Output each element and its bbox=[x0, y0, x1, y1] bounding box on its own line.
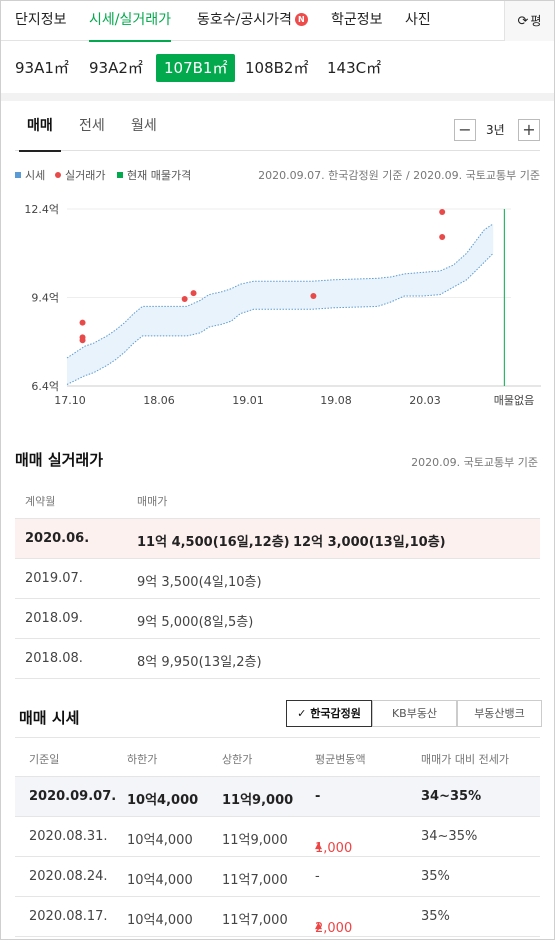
refresh-icon: ⟳ bbox=[517, 14, 529, 29]
real-trade-title: 매매 실거래가 bbox=[15, 451, 104, 469]
real-trade-header: 계약월 매매가 bbox=[15, 481, 540, 519]
col-avg-change: 평균변동액 bbox=[315, 753, 366, 766]
area-tab-107b1[interactable]: 107B1㎡ bbox=[156, 54, 236, 82]
period-control: − 3년 + bbox=[454, 119, 540, 141]
tab-price-trades[interactable]: 시세/실거래가 bbox=[89, 1, 171, 42]
market-price-title: 매매 시세 bbox=[19, 709, 80, 727]
check-icon: ✓ bbox=[297, 707, 307, 720]
market-upper-line bbox=[66, 223, 494, 359]
real-trade-source: 2020.09. 국토교통부 기준 bbox=[411, 456, 538, 469]
table-row[interactable]: 2020.08.31. 10억4,000 11억9,000 ▲ 1,000 34~… bbox=[15, 817, 540, 857]
tab-monthly-rent[interactable]: 월세 bbox=[131, 118, 157, 134]
legend-source: 2020.09.07. 한국감정원 기준 / 2020.09. 국토교통부 기준 bbox=[258, 169, 540, 182]
source-bank-button[interactable]: 부동산뱅크 bbox=[457, 700, 542, 727]
y-tick-label: 9.4억 bbox=[31, 292, 59, 305]
table-row[interactable]: 2020.08.24. 10억4,000 11억7,000 - 35% bbox=[15, 857, 540, 897]
table-row[interactable]: 2020.09.07. 10억4,000 11억9,000 - 34~35% bbox=[15, 777, 540, 817]
y-tick-label: 12.4억 bbox=[24, 203, 59, 216]
real-trade-point bbox=[181, 295, 188, 302]
tab-complex-info[interactable]: 단지정보 bbox=[15, 12, 67, 28]
real-trade-point bbox=[310, 293, 317, 300]
source-kab-button[interactable]: ✓ 한국감정원 bbox=[286, 700, 372, 727]
real-trade-point bbox=[79, 337, 86, 344]
real-trade-point bbox=[190, 290, 197, 297]
new-badge: N bbox=[294, 13, 308, 26]
table-row[interactable]: 2019.07. 9억 3,500(4일,10층) bbox=[15, 559, 540, 599]
tab-unit-public-price[interactable]: 동호수/공시가격 N bbox=[197, 1, 308, 41]
col-sale-price: 매매가 bbox=[137, 495, 168, 508]
legend-current-listing: 현재 매물가격 bbox=[117, 167, 191, 183]
trade-type-tabs: 매매 전세 월세 − 3년 + bbox=[15, 101, 540, 152]
tab-school-info[interactable]: 학군정보 bbox=[331, 12, 383, 28]
period-label: 3년 bbox=[486, 123, 505, 137]
market-source-selector: ✓ 한국감정원 KB부동산 부동산뱅크 bbox=[286, 700, 542, 727]
col-low-price: 하한가 bbox=[127, 753, 158, 766]
x-tick-label: 19.08 bbox=[320, 394, 352, 407]
square-icon bbox=[117, 172, 123, 178]
table-row[interactable]: 2018.09. 9억 5,000(8일,5층) bbox=[15, 599, 540, 639]
col-base-date: 기준일 bbox=[29, 753, 60, 766]
legend-market-price: 시세 bbox=[15, 167, 45, 183]
table-row[interactable]: 2020.08.17. 10억4,000 11억7,000 ▲ 2,000 35% bbox=[15, 897, 540, 937]
source-kb-button[interactable]: KB부동산 bbox=[372, 700, 457, 727]
x-tick-label: 19.01 bbox=[232, 394, 264, 407]
y-tick-label: 6.4억 bbox=[31, 380, 59, 393]
x-tick-label: 매물없음 bbox=[494, 394, 534, 407]
price-chart[interactable]: 12.4억 9.4억 6.4억 17.10 18.06 19.01 19.08 20.03 매물… bbox=[1, 196, 554, 416]
col-high-price: 상한가 bbox=[222, 753, 253, 766]
period-plus-button[interactable]: + bbox=[518, 119, 540, 141]
tab-jeonse[interactable]: 전세 bbox=[79, 118, 105, 134]
area-tab-93a1[interactable]: 93A1㎡ bbox=[15, 59, 69, 77]
triangle-up-icon: ▲ bbox=[315, 921, 322, 931]
tab-sale[interactable]: 매매 bbox=[19, 101, 61, 152]
real-trade-point bbox=[439, 234, 446, 241]
table-row[interactable]: 2018.08. 8억 9,950(13일,2층) bbox=[15, 639, 540, 679]
real-trade-point bbox=[439, 208, 446, 215]
dot-icon bbox=[55, 172, 61, 178]
square-icon bbox=[15, 172, 21, 178]
tab-photos[interactable]: 사진 bbox=[405, 12, 431, 28]
legend-real-trade: 실거래가 bbox=[55, 167, 105, 183]
pyeong-toggle-button[interactable]: ⟳ 평 bbox=[504, 1, 554, 41]
real-trade-point bbox=[79, 319, 86, 326]
market-price-band bbox=[67, 223, 494, 385]
x-tick-label: 20.03 bbox=[409, 394, 441, 407]
chart-legend: 시세 실거래가 현재 매물가격 2020.09.07. 한국감정원 기준 / 2… bbox=[15, 167, 540, 183]
area-tab-bar: 93A1㎡ 93A2㎡ 107B1㎡ 108B2㎡ 143C㎡ bbox=[1, 41, 554, 93]
col-jeonse-ratio: 매매가 대비 전세가 bbox=[421, 753, 509, 766]
period-minus-button[interactable]: − bbox=[454, 119, 476, 141]
top-tab-bar: 단지정보 시세/실거래가 동호수/공시가격 N 학군정보 사진 ⟳ 평 bbox=[1, 1, 554, 42]
area-tab-108b2[interactable]: 108B2㎡ bbox=[245, 59, 309, 77]
market-table-header: 기준일 하한가 상한가 평균변동액 매매가 대비 전세가 bbox=[15, 737, 540, 777]
area-tab-143c[interactable]: 143C㎡ bbox=[327, 59, 382, 77]
x-tick-label: 17.10 bbox=[54, 394, 86, 407]
col-contract-month: 계약월 bbox=[25, 495, 56, 508]
triangle-up-icon: ▲ bbox=[315, 841, 322, 851]
table-row[interactable]: 2020.06. 11억 4,500(16일,12층) 12억 3,000(13… bbox=[15, 519, 540, 559]
section-divider bbox=[1, 93, 554, 101]
x-tick-label: 18.06 bbox=[143, 394, 175, 407]
area-tab-93a2[interactable]: 93A2㎡ bbox=[89, 59, 143, 77]
